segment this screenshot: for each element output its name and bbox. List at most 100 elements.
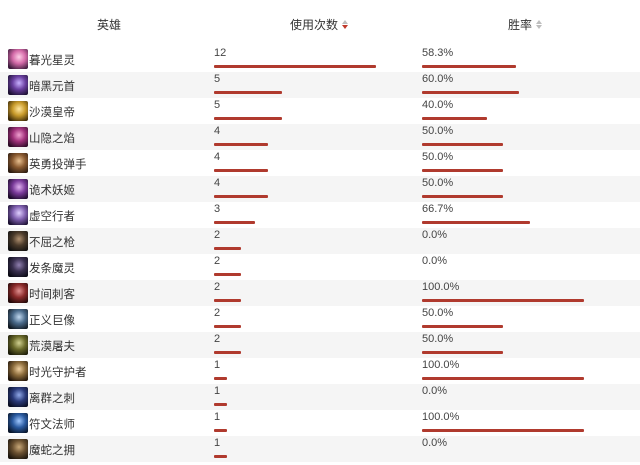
hero-avatar: [8, 153, 28, 173]
winrate-value: 66.7%: [422, 203, 454, 215]
usage-count: 4: [214, 125, 221, 137]
sort-icon[interactable]: [536, 19, 543, 31]
usage-count: 2: [214, 281, 221, 293]
hero-avatar: [8, 361, 28, 381]
hero-name: 诡术妖姬: [29, 185, 75, 197]
winrate-value: 50.0%: [422, 151, 454, 163]
usage-count: 2: [214, 255, 221, 267]
winrate-value: 100.0%: [422, 411, 460, 423]
table-row[interactable]: 时间刺客 2 100.0%: [0, 280, 640, 306]
hero-avatar: [8, 49, 28, 69]
hero-name: 英勇投弹手: [29, 159, 87, 171]
winrate-value: 0.0%: [422, 255, 448, 267]
winrate-value: 50.0%: [422, 333, 454, 345]
table-row[interactable]: 暮光星灵 12 58.3%: [0, 46, 640, 72]
usage-count: 2: [214, 333, 221, 345]
hero-name: 虚空行者: [29, 211, 75, 223]
winrate-column-label[interactable]: 胜率: [508, 18, 533, 32]
table-row[interactable]: 不屈之枪 2 0.0%: [0, 228, 640, 254]
usage-bar: [214, 143, 268, 146]
table-row[interactable]: 山隐之焰 4 50.0%: [0, 124, 640, 150]
usage-bar: [214, 325, 241, 328]
table-row[interactable]: 诡术妖姬 4 50.0%: [0, 176, 640, 202]
table-row[interactable]: 英勇投弹手 4 50.0%: [0, 150, 640, 176]
usage-bar: [214, 221, 255, 224]
usage-bar: [214, 247, 241, 250]
winrate-value: 0.0%: [422, 385, 448, 397]
winrate-bar: [422, 221, 530, 224]
winrate-bar: [422, 195, 503, 198]
usage-count: 1: [214, 359, 221, 371]
winrate-column-header[interactable]: 胜率: [508, 16, 543, 33]
table-row[interactable]: 魔蛇之拥 1 0.0%: [0, 436, 640, 462]
usage-bar: [214, 195, 268, 198]
usage-count: 12: [214, 47, 227, 59]
usage-count: 4: [214, 151, 221, 163]
winrate-bar: [422, 429, 584, 432]
hero-name: 正义巨像: [29, 315, 75, 327]
hero-avatar: [8, 127, 28, 147]
hero-avatar: [8, 179, 28, 199]
usage-bar: [214, 351, 241, 354]
table-row[interactable]: 沙漠皇帝 5 40.0%: [0, 98, 640, 124]
usage-bar: [214, 273, 241, 276]
hero-name: 符文法师: [29, 419, 75, 431]
winrate-bar: [422, 91, 519, 94]
usage-bar: [214, 403, 227, 406]
table-header: 英雄 使用次数 胜率: [0, 0, 640, 46]
table-row[interactable]: 发条魔灵 2 0.0%: [0, 254, 640, 280]
winrate-bar: [422, 299, 584, 302]
hero-name: 暗黑元首: [29, 81, 75, 93]
usage-count: 3: [214, 203, 221, 215]
winrate-value: 0.0%: [422, 437, 448, 449]
hero-name: 沙漠皇帝: [29, 107, 75, 119]
table-row[interactable]: 虚空行者 3 66.7%: [0, 202, 640, 228]
winrate-value: 50.0%: [422, 307, 454, 319]
usage-count: 4: [214, 177, 221, 189]
hero-column-header: 英雄: [97, 16, 121, 33]
hero-name: 山隐之焰: [29, 133, 75, 145]
table-row[interactable]: 荒漠屠夫 2 50.0%: [0, 332, 640, 358]
winrate-bar: [422, 143, 503, 146]
table-row[interactable]: 正义巨像 2 50.0%: [0, 306, 640, 332]
hero-avatar: [8, 205, 28, 225]
winrate-bar: [422, 169, 503, 172]
usage-bar: [214, 169, 268, 172]
winrate-value: 100.0%: [422, 359, 460, 371]
sort-descending-icon[interactable]: [342, 19, 349, 31]
usage-count: 2: [214, 307, 221, 319]
winrate-bar: [422, 325, 503, 328]
usage-count: 2: [214, 229, 221, 241]
winrate-value: 0.0%: [422, 229, 448, 241]
winrate-bar: [422, 377, 584, 380]
hero-name: 发条魔灵: [29, 263, 75, 275]
winrate-bar: [422, 351, 503, 354]
hero-avatar: [8, 439, 28, 459]
winrate-value: 50.0%: [422, 125, 454, 137]
hero-name: 时光守护者: [29, 367, 87, 379]
usage-bar: [214, 429, 227, 432]
winrate-bar: [422, 117, 487, 120]
hero-avatar: [8, 257, 28, 277]
hero-name: 魔蛇之拥: [29, 445, 75, 457]
hero-name: 离群之刺: [29, 393, 75, 405]
hero-avatar: [8, 387, 28, 407]
usage-count: 1: [214, 437, 221, 449]
hero-name: 时间刺客: [29, 289, 75, 301]
winrate-value: 58.3%: [422, 47, 454, 59]
winrate-value: 40.0%: [422, 99, 454, 111]
usage-column-header[interactable]: 使用次数: [290, 16, 349, 33]
table-row[interactable]: 时光守护者 1 100.0%: [0, 358, 640, 384]
hero-avatar: [8, 283, 28, 303]
table-body: 暮光星灵 12 58.3% 暗黑元首 5 60.0% 沙漠皇帝 5 40.0% 山隐之焰 4 50.0…: [0, 46, 640, 462]
table-row[interactable]: 符文法师 1 100.0%: [0, 410, 640, 436]
usage-bar: [214, 65, 376, 68]
winrate-value: 50.0%: [422, 177, 454, 189]
table-row[interactable]: 暗黑元首 5 60.0%: [0, 72, 640, 98]
winrate-value: 100.0%: [422, 281, 460, 293]
table-row[interactable]: 离群之刺 1 0.0%: [0, 384, 640, 410]
hero-name: 暮光星灵: [29, 55, 75, 67]
usage-bar: [214, 91, 282, 94]
usage-column-label[interactable]: 使用次数: [290, 18, 339, 32]
